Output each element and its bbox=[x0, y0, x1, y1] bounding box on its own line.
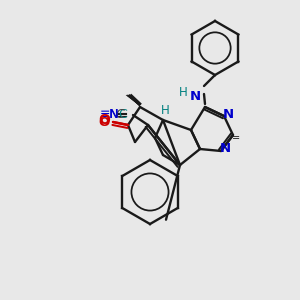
Text: C: C bbox=[116, 107, 124, 121]
Text: H: H bbox=[160, 103, 169, 116]
Text: N: N bbox=[108, 107, 118, 121]
Text: =: = bbox=[232, 133, 240, 143]
Text: O: O bbox=[98, 116, 110, 128]
Text: ≡N: ≡N bbox=[100, 107, 120, 121]
Text: O: O bbox=[98, 113, 110, 127]
Text: C: C bbox=[118, 107, 127, 121]
Text: N: N bbox=[222, 107, 234, 121]
Text: H: H bbox=[178, 85, 188, 98]
Text: N: N bbox=[189, 89, 201, 103]
Text: N: N bbox=[219, 142, 231, 155]
